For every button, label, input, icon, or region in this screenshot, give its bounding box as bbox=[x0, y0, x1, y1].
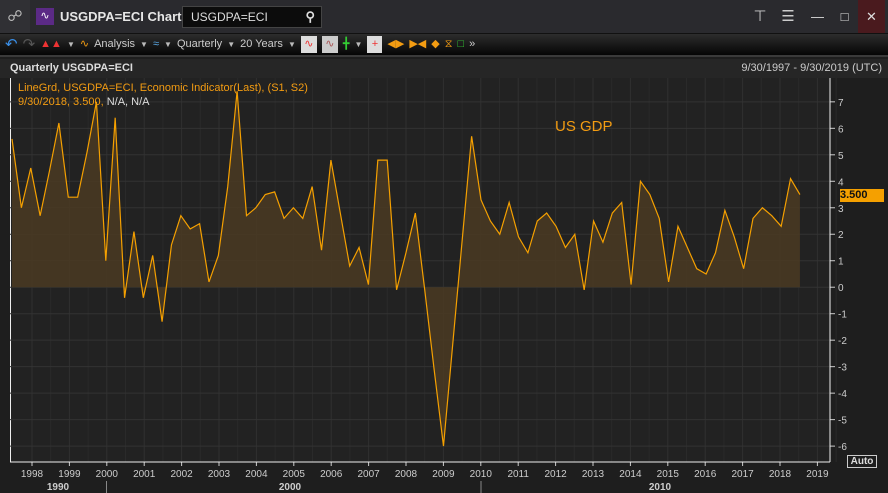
line-chart-icon[interactable]: ∿ bbox=[300, 36, 317, 53]
y-tick-label: -6 bbox=[838, 442, 847, 453]
x-tick-label: 1998 bbox=[21, 469, 44, 480]
interval-dropdown[interactable]: Quarterly bbox=[176, 38, 223, 50]
link-icon[interactable]: ☍ bbox=[0, 0, 30, 33]
expand-horizontal-icon[interactable]: ◀▶ bbox=[387, 38, 405, 50]
chevron-down-icon[interactable]: ▼ bbox=[287, 40, 296, 49]
x-tick-label: 2019 bbox=[806, 469, 829, 480]
y-tick-label: 0 bbox=[838, 283, 844, 294]
overlay-icon[interactable]: ≈ bbox=[152, 38, 160, 50]
redo-icon[interactable]: ↷ bbox=[22, 36, 36, 53]
x-tick-label: 2002 bbox=[170, 469, 193, 480]
x-tick-label: 2017 bbox=[731, 469, 754, 480]
y-tick-label: 7 bbox=[838, 98, 844, 109]
y-tick-label: 3 bbox=[838, 204, 844, 215]
x-tick-label: 2018 bbox=[769, 469, 792, 480]
x-tick-label: 2009 bbox=[432, 469, 455, 480]
title-bar bbox=[0, 0, 888, 34]
legend-value: 9/30/2018, 3.500, N/A, N/A bbox=[18, 96, 149, 108]
maximize-button[interactable]: □ bbox=[840, 9, 849, 24]
chevron-down-icon[interactable]: ▼ bbox=[66, 40, 75, 49]
legend-date-value: 9/30/2018, 3.500, bbox=[18, 96, 104, 108]
y-tick-label: 4 bbox=[838, 177, 844, 188]
chart-app-icon: ∿ bbox=[36, 8, 54, 25]
analysis-icon: ∿ bbox=[79, 38, 90, 50]
chevron-down-icon[interactable]: ▼ bbox=[227, 40, 236, 49]
window-title: USGDPA=ECI Chart bbox=[60, 9, 182, 24]
range-dropdown[interactable]: 20 Years bbox=[240, 38, 283, 50]
hierarchy-icon[interactable]: ⊤ bbox=[753, 8, 767, 25]
minimize-button[interactable]: — bbox=[811, 9, 824, 24]
gdp-chart[interactable]: 1998 1999 2000 2001 2002 2003 2004 2005 2006 2007… bbox=[10, 78, 888, 493]
x-tick-label: 2011 bbox=[507, 469, 529, 480]
chart-toolbar: ↶ ↷ ▲▲ ▼ ∿ Analysis ▼ ≈ ▼ Quarterly ▼ 20… bbox=[0, 34, 888, 57]
search-box[interactable]: ⚲ bbox=[182, 6, 322, 28]
collapse-horizontal-icon[interactable]: ▶◀ bbox=[409, 38, 427, 50]
menu-icon[interactable]: ☰ bbox=[781, 8, 795, 25]
zoom-select-icon[interactable]: □ bbox=[457, 38, 465, 50]
x-tick-label: 2000 bbox=[96, 469, 119, 480]
chart-title: Quarterly USGDPA=ECI bbox=[10, 62, 133, 74]
x-tick-label: 2016 bbox=[694, 469, 717, 480]
date-range: 9/30/1997 - 9/30/2019 (UTC) bbox=[741, 62, 882, 74]
search-icon[interactable]: ⚲ bbox=[305, 9, 315, 24]
y-tick-label: -3 bbox=[838, 363, 847, 374]
compare-chart-icon[interactable]: ∿ bbox=[321, 36, 338, 53]
x-tick-label: 2006 bbox=[320, 469, 343, 480]
x-tick-label: 2014 bbox=[619, 469, 642, 480]
close-button[interactable]: ✕ bbox=[858, 0, 885, 33]
x-tick-label: 2007 bbox=[357, 469, 380, 480]
decade-label: 2000 bbox=[279, 482, 302, 493]
x-tick-label: 2005 bbox=[283, 469, 306, 480]
y-tick-label: -5 bbox=[838, 416, 847, 427]
x-tick-label: 2008 bbox=[395, 469, 418, 480]
y-tick-label: -4 bbox=[838, 389, 847, 400]
x-tick-label: 2015 bbox=[657, 469, 680, 480]
y-tick-label: -2 bbox=[838, 336, 847, 347]
x-tick-label: 1999 bbox=[58, 469, 81, 480]
y-tick-label: 1 bbox=[838, 257, 844, 268]
legend-na: N/A, N/A bbox=[103, 96, 150, 108]
y-tick-label: -1 bbox=[838, 310, 847, 321]
chart-header bbox=[0, 59, 888, 78]
x-tick-label: 2001 bbox=[133, 469, 156, 480]
expand-vertical-icon[interactable]: ◆ bbox=[431, 38, 440, 50]
y-tick-label: 2 bbox=[838, 230, 844, 241]
last-value-badge: 3.500 bbox=[840, 189, 884, 202]
chart-type-icon[interactable]: ▲▲ bbox=[40, 38, 62, 50]
decade-label: 1990 bbox=[47, 482, 70, 493]
collapse-vertical-icon[interactable]: ⧖ bbox=[444, 38, 453, 50]
auto-scale-button[interactable]: Auto bbox=[847, 455, 877, 468]
search-input[interactable] bbox=[183, 7, 309, 27]
x-tick-label: 2004 bbox=[245, 469, 268, 480]
x-tick-label: 2010 bbox=[470, 469, 493, 480]
undo-icon[interactable]: ↶ bbox=[5, 36, 18, 53]
y-tick-label: 6 bbox=[838, 124, 844, 135]
chevron-down-icon[interactable]: ▼ bbox=[354, 40, 363, 49]
decade-label: 2010 bbox=[649, 482, 672, 493]
x-tick-label: 2003 bbox=[208, 469, 231, 480]
chart-annotation[interactable]: US GDP bbox=[555, 118, 613, 135]
chevron-down-icon[interactable]: ▼ bbox=[140, 40, 148, 49]
add-panel-icon[interactable]: + bbox=[367, 36, 383, 53]
more-icon[interactable]: » bbox=[469, 38, 476, 50]
x-tick-label: 2013 bbox=[582, 469, 605, 480]
y-tick-label: 5 bbox=[838, 151, 844, 162]
chevron-down-icon[interactable]: ▼ bbox=[164, 40, 172, 49]
x-tick-label: 2012 bbox=[544, 469, 567, 480]
crosshair-icon[interactable]: ╋ bbox=[342, 38, 350, 50]
legend-series: LineGrd, USGDPA=ECI, Economic Indicator(… bbox=[18, 82, 308, 94]
analysis-dropdown[interactable]: Analysis bbox=[94, 38, 136, 50]
series-area bbox=[12, 91, 800, 447]
